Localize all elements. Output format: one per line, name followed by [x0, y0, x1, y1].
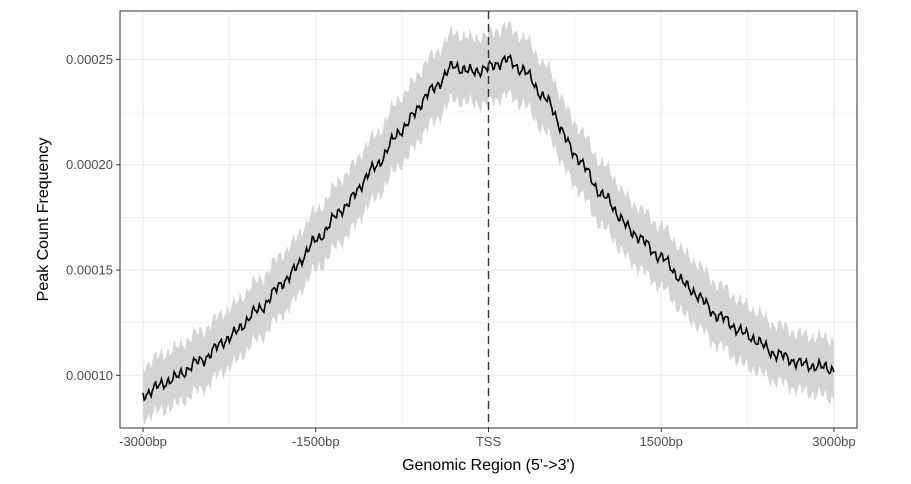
x-tick-label: -3000bp: [119, 434, 167, 449]
y-tick-label: 0.00015: [66, 263, 113, 278]
x-tick-label: 1500bp: [640, 434, 683, 449]
x-axis: -3000bp -1500bp TSS 1500bp 3000bp: [119, 428, 856, 449]
y-axis: 0.00010 0.00015 0.00020 0.00025: [66, 52, 120, 383]
x-tick-label: TSS: [476, 434, 502, 449]
x-tick-label: 3000bp: [812, 434, 855, 449]
y-tick-label: 0.00025: [66, 52, 113, 67]
y-tick-label: 0.00020: [66, 157, 113, 172]
y-tick-label: 0.00010: [66, 368, 113, 383]
x-tick-label: -1500bp: [292, 434, 340, 449]
x-axis-title: Genomic Region (5'->3'): [402, 457, 575, 474]
y-axis-title: Peak Count Frequency: [35, 138, 52, 302]
